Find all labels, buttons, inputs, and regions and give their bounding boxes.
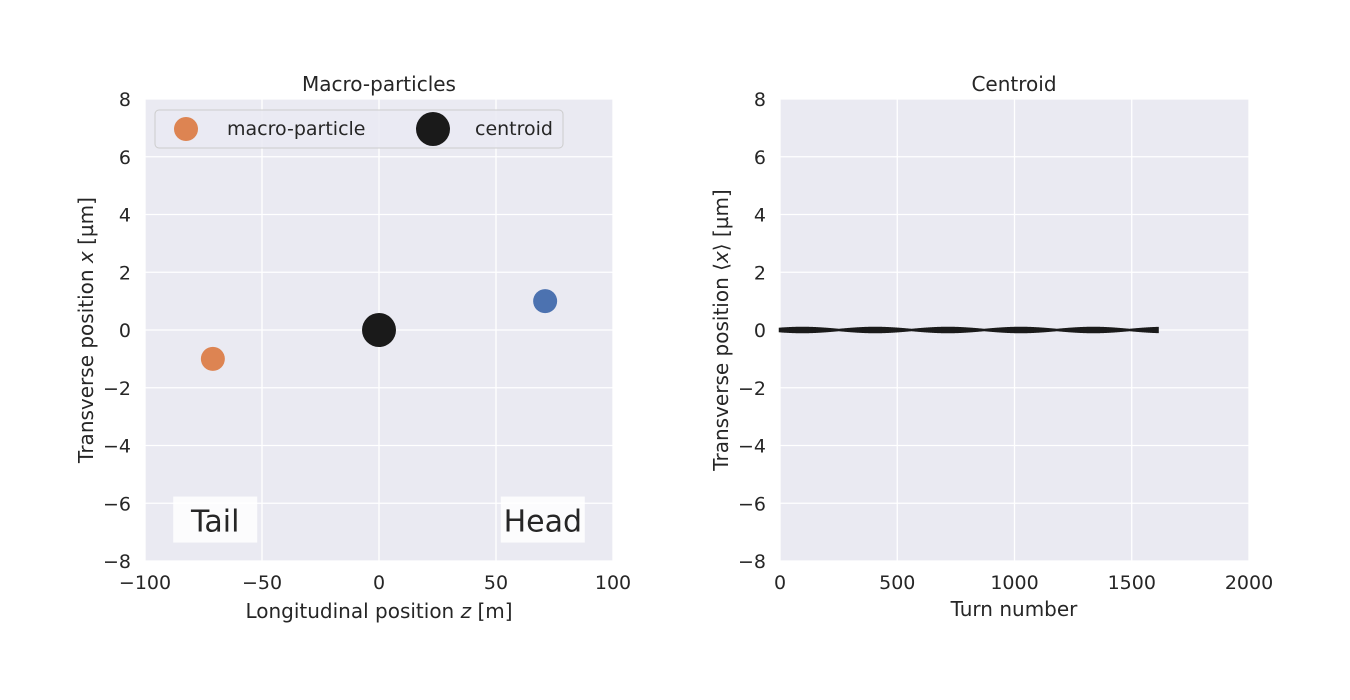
- right-y-tick-label: 0: [754, 320, 766, 342]
- right-y-tick-label: −8: [738, 551, 766, 573]
- left-y-tick-labels: −8 −6 −4 −2 0 2 4 6 8: [103, 89, 131, 573]
- head-particle: [533, 289, 558, 314]
- left-y-tick-label: 8: [119, 89, 131, 111]
- left-x-tick-label: 0: [373, 572, 385, 594]
- right-x-axis-label: Turn number: [950, 597, 1079, 621]
- right-y-tick-label: −6: [738, 493, 766, 515]
- right-x-tick-label: 1000: [990, 572, 1038, 594]
- right-y-tick-label: −2: [738, 378, 766, 400]
- annotation-box-tail: [173, 496, 258, 543]
- right-chart-title: Centroid: [971, 72, 1056, 96]
- left-y-axis-label: Transverse position x [µm]: [74, 197, 98, 464]
- left-y-tick-label: −8: [103, 551, 131, 573]
- right-y-tick-label: 6: [754, 147, 766, 169]
- left-y-tick-label: 0: [119, 320, 131, 342]
- right-y-tick-label: 2: [754, 262, 766, 284]
- legend: macro-particle centroid: [154, 109, 564, 149]
- left-x-tick-label: 100: [595, 572, 631, 594]
- left-chart-title: Macro-particles: [302, 72, 456, 96]
- left-y-tick-label: 2: [119, 262, 131, 284]
- legend-box: [154, 109, 564, 149]
- annotation-head: Head: [504, 505, 582, 540]
- left-y-tick-label: −6: [103, 493, 131, 515]
- right-x-tick-label: 2000: [1225, 572, 1273, 594]
- left-x-axis-label: Longitudinal position z [m]: [245, 599, 512, 623]
- right-x-tick-label: 0: [774, 572, 786, 594]
- left-x-tick-label: −100: [119, 572, 171, 594]
- left-x-tick-label: 50: [484, 572, 508, 594]
- left-y-tick-label: 4: [119, 205, 131, 227]
- right-x-tick-label: 500: [879, 572, 915, 594]
- left-x-tick-labels: −100 −50 0 50 100: [119, 572, 631, 594]
- left-y-tick-label: −4: [103, 436, 131, 458]
- macro-particles-panel: −100 −50 0 50 100 −8 −6 −4 −2 0 2 4 6 8 Macro-partic…: [74, 72, 631, 623]
- legend-marker-centroid: [416, 112, 450, 146]
- centroid-point: [362, 313, 396, 347]
- left-annotations: Tail Head: [173, 496, 585, 543]
- right-x-tick-label: 1500: [1108, 572, 1156, 594]
- tail-particle: [200, 346, 225, 371]
- annotation-box-head: [500, 496, 585, 543]
- left-y-tick-label: 6: [119, 147, 131, 169]
- right-y-tick-label: 4: [754, 205, 766, 227]
- left-scatter-points: [200, 289, 558, 371]
- right-y-tick-labels: −8 −6 −4 −2 0 2 4 6 8: [738, 89, 766, 573]
- left-x-tick-label: −50: [242, 572, 282, 594]
- right-y-axis-label: Transverse position ⟨x⟩ [µm]: [709, 189, 733, 472]
- centroid-series-line: [778, 326, 1159, 334]
- right-y-tick-label: −4: [738, 436, 766, 458]
- annotation-tail: Tail: [190, 505, 239, 540]
- legend-label-centroid: centroid: [475, 118, 553, 140]
- legend-marker-macro-particle: [174, 117, 198, 141]
- right-x-tick-labels: 0 500 1000 1500 2000: [774, 572, 1273, 594]
- legend-label-macro-particle: macro-particle: [227, 118, 365, 140]
- left-y-tick-label: −2: [103, 378, 131, 400]
- right-y-tick-label: 8: [754, 89, 766, 111]
